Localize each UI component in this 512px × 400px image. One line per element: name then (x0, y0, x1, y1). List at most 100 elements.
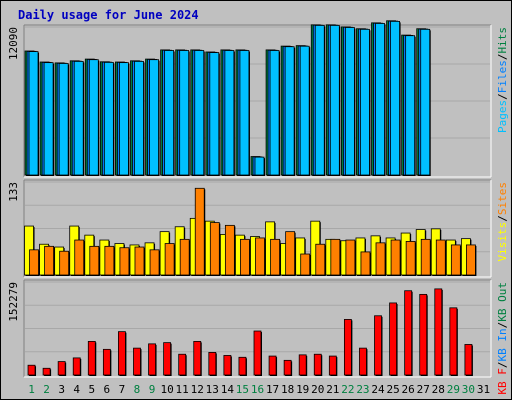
bar-kb-f (419, 293, 428, 376)
bar-kb-f (57, 361, 66, 376)
bar-pages (58, 63, 69, 176)
x-tick-label: 27 (417, 383, 430, 396)
x-tick-label: 6 (104, 383, 111, 396)
bar-sites (194, 187, 205, 276)
x-tick-label: 18 (281, 383, 294, 396)
x-tick-label: 8 (134, 383, 141, 396)
legend-entry: Sites (496, 182, 509, 215)
bar-sites (466, 244, 476, 276)
bar-sites (435, 239, 446, 276)
x-tick-label: 7 (119, 383, 126, 396)
x-tick-label: 19 (296, 383, 309, 396)
x-tick-label: 13 (206, 383, 219, 396)
legend-entry: / (496, 93, 509, 100)
legend: Pages/Files/Hits (496, 27, 509, 133)
legend-entry: / (496, 362, 509, 369)
legend-entry: / (496, 215, 509, 222)
bar-pages (119, 62, 129, 176)
bar-sites (164, 243, 175, 276)
legend-entry: Files (496, 60, 509, 93)
x-tick-label: 15 (236, 383, 249, 396)
bar-sites (345, 239, 356, 276)
bar-kb-f (374, 315, 382, 376)
x-tick-label: 30 (462, 383, 475, 396)
bar-pages (405, 35, 416, 176)
bar-sites (315, 243, 326, 276)
x-tick-label: 11 (176, 383, 189, 396)
legend-entry: KB Out (496, 282, 509, 322)
bar-sites (119, 247, 130, 276)
bar-kb-f (148, 343, 156, 376)
bar-pages (194, 50, 205, 176)
bar-pages (88, 59, 99, 176)
bar-kb-f (208, 352, 217, 376)
bar-sites (285, 231, 296, 276)
bar-pages (329, 25, 340, 176)
bar-kb-f (72, 357, 81, 376)
bar-sites (255, 237, 265, 276)
bar-sites (74, 239, 85, 276)
legend-entry: / (496, 322, 509, 329)
y-max-label: 12090 (7, 27, 20, 60)
x-tick-label: 1 (28, 383, 35, 396)
x-tick-label: 9 (149, 383, 156, 396)
bar-kb-f (313, 353, 322, 376)
bar-kb-f (178, 353, 187, 376)
x-tick-label: 22 (341, 383, 354, 396)
bar-kb-f (163, 342, 172, 376)
bar-kb-f (359, 347, 367, 376)
bar-pages (314, 25, 325, 176)
x-tick-label: 29 (447, 383, 460, 396)
bar-sites (330, 238, 341, 276)
bar-kb-f (193, 341, 202, 376)
bar-pages (360, 28, 370, 176)
x-tick-label: 31 (477, 383, 490, 396)
bar-sites (59, 250, 70, 276)
bar-pages (28, 51, 39, 176)
bar-kb-f (283, 359, 292, 376)
bar-kb-f (449, 307, 458, 376)
bar-kb-f (133, 347, 141, 376)
bar-pages (269, 50, 280, 176)
legend-entry: KB F (496, 368, 509, 395)
bar-kb-f (42, 367, 51, 376)
bar-kb-f (118, 331, 126, 376)
legend-entry: / (496, 54, 509, 61)
legend: Visits/Sites (496, 182, 509, 262)
bar-kb-f (253, 330, 262, 376)
x-tick-label: 12 (191, 383, 204, 396)
bar-sites (240, 238, 250, 276)
bar-pages (299, 45, 310, 176)
bar-sites (209, 222, 220, 276)
bar-pages (344, 27, 355, 176)
bar-pages (390, 20, 400, 176)
legend-entry: KB In (496, 328, 509, 361)
legend: KB F/KB In/KB Out (496, 282, 509, 395)
x-tick-label: 20 (311, 383, 324, 396)
bar-sites (104, 245, 115, 276)
x-tick-label: 28 (432, 383, 445, 396)
x-tick-label: 24 (371, 383, 385, 396)
x-tick-label: 2 (43, 383, 50, 396)
bar-sites (44, 245, 54, 276)
bar-kb-f (434, 288, 443, 376)
bar-pages (239, 50, 250, 176)
bar-sites (224, 224, 235, 276)
bar-kb-f (404, 290, 413, 376)
legend-entry: Pages (496, 100, 509, 133)
bar-sites (134, 246, 145, 276)
bar-sites (420, 238, 431, 276)
x-tick-label: 3 (58, 383, 65, 396)
x-tick-label: 21 (326, 383, 339, 396)
bar-kb-f (268, 355, 277, 376)
bar-kb-f (27, 364, 36, 376)
bar-sites (390, 239, 401, 276)
bar-sites (89, 245, 100, 276)
bar-pages (164, 50, 175, 176)
panel-visits-sites: 133 Visits/Sites (7, 179, 509, 278)
x-tick-label: 16 (251, 383, 264, 396)
bar-kb-f (223, 355, 232, 376)
bar-sites (360, 251, 371, 276)
bar-sites (405, 241, 416, 276)
